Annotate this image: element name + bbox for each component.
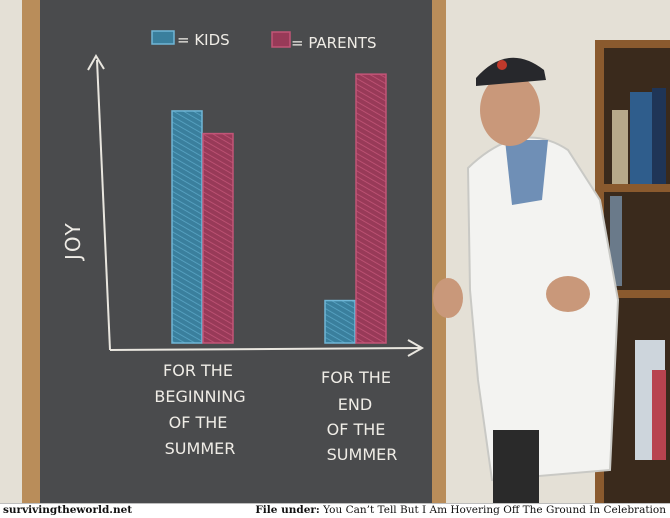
category-label-end: FOR THE END OF THE SUMMER (321, 368, 397, 464)
legend-label-parents: = PARENTS (291, 34, 377, 52)
bar-kids-beginning (171, 110, 203, 344)
bars (171, 73, 387, 344)
legend-swatch-kids (151, 30, 175, 45)
category-label-end-line-2: END (338, 395, 372, 414)
category-label-beginning-line-4: SUMMER (165, 439, 236, 458)
person-in-lab-coat (433, 57, 620, 503)
bar-kids-end (324, 299, 356, 344)
y-axis (96, 59, 111, 351)
category-label-end-line-1: FOR THE (321, 368, 391, 387)
legend-label-kids: = KIDS (177, 31, 230, 49)
photo-scene: JOY = KIDS = PARENTS FOR THE BEGINNING O… (22, 0, 670, 503)
site-name: survivingtheworld.net (3, 504, 133, 516)
bar-parents-beginning (202, 132, 234, 344)
y-axis-arrow (87, 54, 105, 71)
bar-parents-end (355, 73, 387, 344)
category-label-end-line-4: SUMMER (327, 445, 398, 464)
category-label-beginning-line-1: FOR THE (163, 361, 233, 380)
chalk-bar-chart: JOY = KIDS = PARENTS FOR THE BEGINNING O… (61, 30, 425, 464)
x-axis (109, 347, 421, 351)
file-under-text: You Can’t Tell But I Am Hovering Off The… (323, 504, 666, 516)
category-label-beginning-line-3: OF THE (169, 413, 228, 432)
file-under-label: File under: (255, 504, 320, 516)
file-under-caption: File under: You Can’t Tell But I Am Hove… (255, 504, 666, 517)
category-label-beginning: FOR THE BEGINNING OF THE SUMMER (154, 361, 245, 458)
caption-footer: survivingtheworld.net File under: You Ca… (0, 503, 670, 518)
x-axis-arrow (407, 339, 425, 357)
category-label-end-line-3: OF THE (327, 420, 386, 439)
legend-swatch-parents (271, 31, 291, 48)
y-axis-label: JOY (61, 221, 85, 262)
category-label-beginning-line-2: BEGINNING (154, 387, 245, 406)
